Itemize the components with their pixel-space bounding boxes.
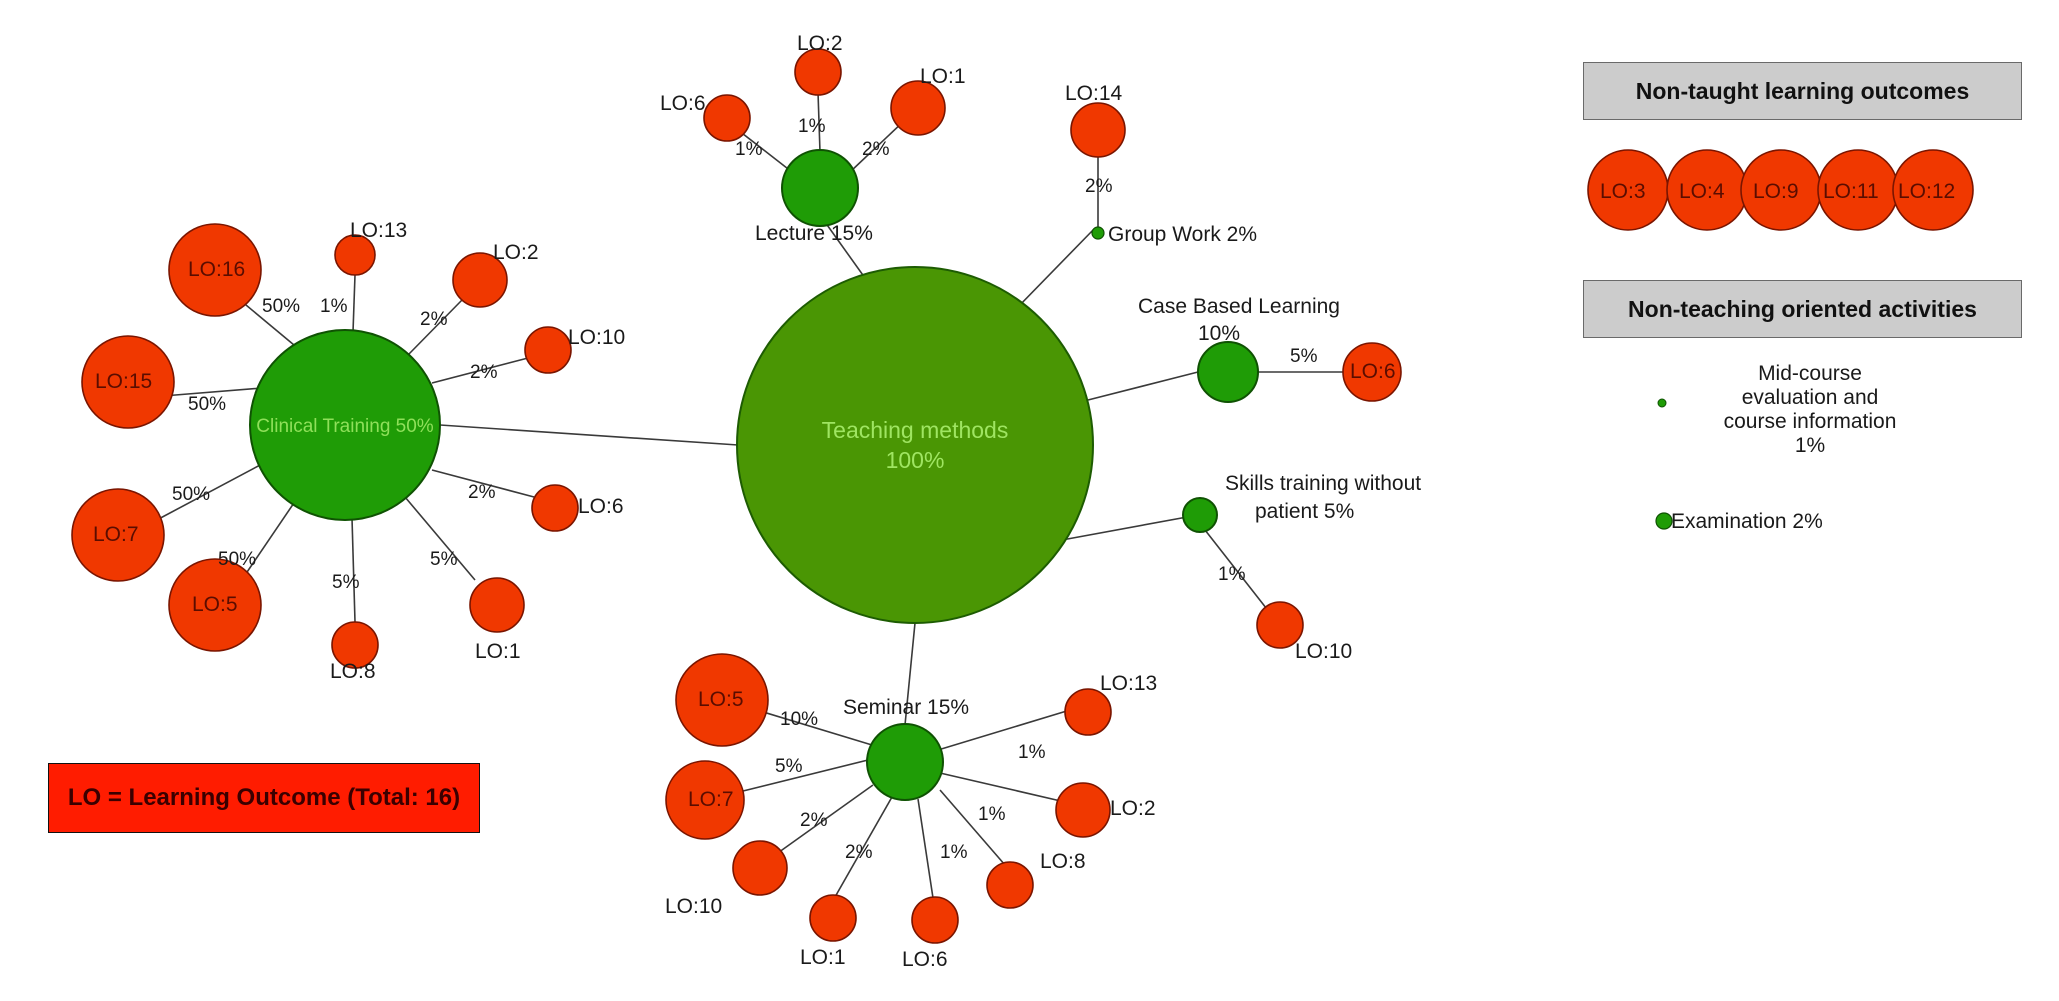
svg-text:50%: 50% [172, 484, 210, 505]
svg-text:2%: 2% [845, 842, 873, 863]
svg-text:10%: 10% [780, 709, 818, 730]
svg-text:1%: 1% [735, 139, 763, 160]
svg-text:100%: 100% [886, 447, 945, 473]
svg-text:50%: 50% [188, 394, 226, 415]
svg-text:5%: 5% [775, 756, 803, 777]
svg-text:1%: 1% [320, 296, 348, 317]
svg-text:2%: 2% [800, 810, 828, 831]
svg-text:1%: 1% [798, 116, 826, 137]
svg-text:5%: 5% [430, 549, 458, 570]
svg-text:5%: 5% [332, 572, 360, 593]
svg-text:Teaching methods: Teaching methods [822, 417, 1009, 443]
svg-text:1%: 1% [940, 842, 968, 863]
svg-text:2%: 2% [470, 362, 498, 383]
svg-text:1%: 1% [978, 804, 1006, 825]
svg-text:50%: 50% [218, 549, 256, 570]
svg-text:1%: 1% [1018, 742, 1046, 763]
svg-text:Clinical Training 50%: Clinical Training 50% [256, 416, 434, 437]
svg-text:2%: 2% [862, 139, 890, 160]
svg-text:1%: 1% [1218, 564, 1246, 585]
svg-text:50%: 50% [262, 296, 300, 317]
svg-text:2%: 2% [420, 309, 448, 330]
svg-text:5%: 5% [1290, 346, 1318, 367]
svg-text:2%: 2% [468, 482, 496, 503]
svg-text:2%: 2% [1085, 176, 1113, 197]
